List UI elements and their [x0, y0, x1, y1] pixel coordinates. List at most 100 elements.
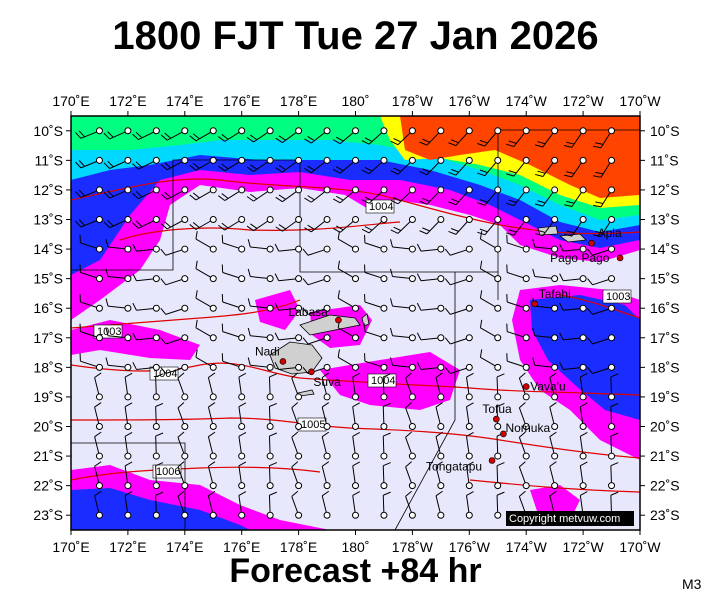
- wind-barb: [416, 332, 445, 342]
- isobar-1003-east: [559, 294, 640, 319]
- wind-barb: [247, 298, 274, 312]
- wind-barb: [419, 186, 445, 205]
- wind-barb: [207, 402, 217, 430]
- wind-barb: [479, 319, 502, 342]
- lat-tick-label: 10˚S: [33, 123, 63, 139]
- wind-barb: [103, 186, 132, 199]
- wind-barb: [405, 402, 416, 430]
- wind-barb: [266, 402, 278, 430]
- wind-barb: [189, 186, 217, 201]
- wind-barb: [390, 216, 416, 234]
- wind-barb: [587, 334, 616, 345]
- wind-barb: [352, 402, 360, 430]
- wind-barb: [332, 216, 359, 233]
- wind-barb: [532, 239, 559, 253]
- lat-tick-label: 20˚S: [33, 419, 63, 435]
- wind-barb: [419, 216, 445, 235]
- land-taveuni: [361, 313, 370, 327]
- wind-barb: [266, 432, 278, 460]
- wind-barb: [132, 362, 160, 371]
- place-marker: [588, 239, 595, 247]
- wind-barb: [608, 462, 619, 490]
- wind-barb: [247, 357, 274, 371]
- page-title: 1800 FJT Tue 27 Jan 2026: [112, 14, 599, 58]
- wind-barb: [218, 156, 246, 172]
- lon-tick-label: 176˚E: [223, 539, 260, 555]
- wind-barb: [444, 363, 473, 375]
- land-masses: [269, 225, 587, 397]
- wind-barb: [291, 402, 303, 430]
- wind-barb: [218, 186, 246, 201]
- wind-barb: [506, 216, 530, 236]
- wind-barb: [444, 304, 473, 315]
- wind-barb: [559, 302, 587, 312]
- wind-barb: [532, 357, 559, 371]
- wind-barb: [160, 245, 189, 256]
- isobar-1003-north: [71, 178, 640, 235]
- wind-barb: [608, 432, 619, 460]
- lon-tick-label: 178˚W: [392, 539, 434, 555]
- wind-barb: [494, 462, 505, 490]
- wind-barb: [189, 156, 217, 171]
- wind-barb: [105, 357, 132, 371]
- wind-barb: [218, 216, 246, 231]
- lat-tick-label: 14˚S: [33, 241, 63, 257]
- wind-barb: [246, 127, 274, 143]
- wind-barb: [390, 127, 416, 146]
- wind-barb: [448, 216, 473, 235]
- place-label: Tongatapu: [426, 460, 482, 474]
- wind-barb: [364, 234, 388, 253]
- wind-barb: [195, 349, 217, 371]
- wind-barb: [132, 243, 160, 253]
- wind-barb: [506, 264, 530, 283]
- wind-barb: [535, 127, 559, 148]
- wind-barb: [132, 186, 160, 200]
- wind-barb: [389, 298, 416, 312]
- wind-barb: [207, 490, 217, 519]
- wind-barb: [132, 156, 160, 170]
- wind-barb: [275, 156, 303, 173]
- wind-barb: [608, 402, 619, 430]
- wind-barb: [304, 156, 331, 174]
- wind-barb: [465, 402, 474, 430]
- wind-barb: [132, 332, 160, 342]
- wind-barb: [304, 216, 331, 233]
- wind-barb: [152, 402, 164, 430]
- wind-barb: [518, 431, 530, 460]
- wind-barb: [221, 353, 246, 371]
- lon-tick-label: 176˚W: [449, 539, 491, 555]
- place-markers: Apia Pago Pago Tafahi Labasa Nadi Suva Vava'u T…: [255, 226, 624, 474]
- wind-barb: [221, 323, 246, 342]
- wind-barb: [405, 431, 416, 460]
- wind-barb: [465, 491, 474, 519]
- lon-tick-label: 178˚W: [392, 93, 434, 109]
- isobar-label: 1005: [301, 419, 325, 431]
- place-label: Labasa: [288, 305, 328, 319]
- wind-barb: [94, 490, 103, 519]
- wind-barb: [195, 260, 217, 283]
- wind-barb: [506, 353, 530, 371]
- lon-tick-label: 172˚W: [562, 539, 604, 555]
- wind-barb: [479, 290, 502, 312]
- place-label: Tofua: [482, 402, 512, 416]
- lat-tick-label: 11˚S: [650, 152, 679, 168]
- wind-barb: [364, 264, 388, 283]
- wind-barb: [160, 127, 189, 141]
- wind-barb: [389, 357, 416, 371]
- wind-barb: [419, 127, 445, 146]
- wind-barb: [477, 156, 502, 177]
- wind-barb: [105, 268, 132, 283]
- lat-tick-label: 15˚S: [650, 271, 680, 287]
- land-savaii: [537, 225, 559, 236]
- wind-barb: [608, 373, 619, 401]
- lat-tick-label: 22˚S: [650, 478, 680, 494]
- wind-barb: [195, 290, 217, 312]
- wind-barb: [390, 156, 416, 175]
- wind-barb: [302, 245, 331, 256]
- wind-barb: [389, 327, 416, 342]
- wind-barb: [416, 243, 445, 253]
- wind-barb: [364, 294, 388, 312]
- wind-barb: [79, 353, 103, 371]
- wind-barb: [435, 372, 445, 401]
- wind-barb: [321, 402, 331, 430]
